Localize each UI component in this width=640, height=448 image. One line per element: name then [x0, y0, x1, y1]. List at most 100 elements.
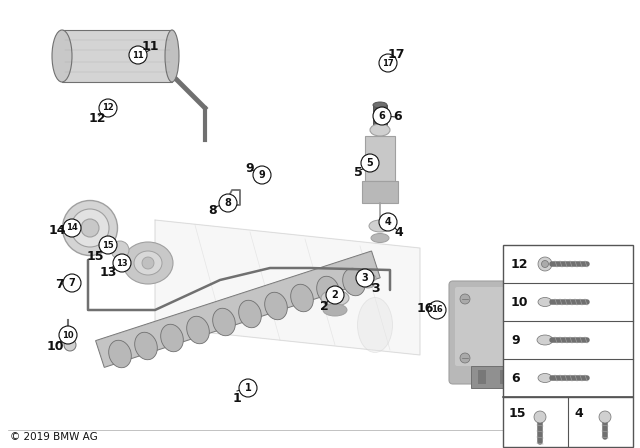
Ellipse shape — [239, 300, 261, 328]
Text: 2: 2 — [319, 301, 328, 314]
Bar — [503, 397, 633, 447]
Text: 4: 4 — [395, 227, 403, 240]
Text: 16: 16 — [416, 302, 434, 314]
Bar — [566, 370, 574, 384]
Text: 13: 13 — [116, 258, 128, 267]
Circle shape — [379, 213, 397, 231]
Ellipse shape — [212, 308, 236, 336]
Text: 13: 13 — [99, 266, 116, 279]
Bar — [544, 370, 552, 384]
Bar — [478, 370, 486, 384]
Circle shape — [63, 274, 81, 292]
Circle shape — [428, 301, 446, 319]
FancyBboxPatch shape — [455, 287, 611, 366]
Ellipse shape — [142, 257, 154, 269]
Circle shape — [373, 107, 391, 125]
Circle shape — [599, 411, 611, 423]
Bar — [95, 251, 380, 367]
Text: 4: 4 — [574, 407, 583, 420]
Ellipse shape — [123, 242, 173, 284]
Bar — [471, 366, 595, 388]
Ellipse shape — [323, 304, 347, 316]
Text: 9: 9 — [511, 333, 520, 346]
Text: 15: 15 — [509, 407, 527, 420]
Circle shape — [99, 236, 117, 254]
Text: 5: 5 — [354, 167, 362, 180]
Circle shape — [239, 379, 257, 397]
Circle shape — [460, 353, 470, 363]
Ellipse shape — [537, 335, 553, 345]
Text: 3: 3 — [371, 281, 380, 294]
Ellipse shape — [291, 284, 314, 312]
Text: 17: 17 — [382, 59, 394, 68]
Text: © 2019 BMW AG: © 2019 BMW AG — [10, 432, 98, 442]
Circle shape — [99, 99, 117, 117]
Text: 10: 10 — [62, 331, 74, 340]
Text: 12: 12 — [511, 258, 529, 271]
Circle shape — [596, 353, 606, 363]
Circle shape — [541, 260, 548, 267]
Ellipse shape — [358, 297, 392, 353]
Circle shape — [113, 254, 131, 272]
Ellipse shape — [265, 292, 287, 320]
Circle shape — [219, 194, 237, 212]
Ellipse shape — [538, 297, 552, 306]
Text: 12: 12 — [88, 112, 106, 125]
Bar — [588, 370, 596, 384]
Ellipse shape — [362, 282, 374, 288]
Text: 170330: 170330 — [591, 432, 630, 442]
Bar — [62, 30, 172, 82]
Bar — [95, 251, 380, 367]
Text: 5: 5 — [367, 158, 373, 168]
Ellipse shape — [187, 316, 209, 344]
Circle shape — [361, 154, 379, 172]
Text: 8: 8 — [209, 203, 218, 216]
Text: 15: 15 — [102, 241, 114, 250]
Text: 3: 3 — [362, 273, 369, 283]
Text: 7: 7 — [56, 279, 65, 292]
Bar — [365, 136, 395, 181]
Ellipse shape — [373, 102, 387, 108]
Ellipse shape — [161, 324, 183, 352]
Circle shape — [379, 54, 397, 72]
Ellipse shape — [370, 124, 390, 136]
Text: 4: 4 — [385, 217, 392, 227]
Circle shape — [59, 326, 77, 344]
Circle shape — [63, 219, 81, 237]
Ellipse shape — [165, 30, 179, 82]
Ellipse shape — [369, 220, 391, 232]
Ellipse shape — [360, 273, 376, 283]
Ellipse shape — [111, 241, 129, 259]
Circle shape — [534, 411, 546, 423]
Ellipse shape — [52, 30, 72, 82]
Text: 2: 2 — [332, 290, 339, 300]
Ellipse shape — [109, 340, 131, 368]
Text: 9: 9 — [259, 170, 266, 180]
Text: 10: 10 — [46, 340, 64, 353]
Circle shape — [129, 46, 147, 64]
Text: 10: 10 — [511, 296, 529, 309]
Text: 11: 11 — [141, 40, 159, 53]
Text: 14: 14 — [66, 224, 78, 233]
Circle shape — [460, 294, 470, 304]
Text: 6: 6 — [511, 371, 520, 384]
Bar — [362, 181, 398, 203]
Bar — [373, 105, 387, 125]
Ellipse shape — [63, 201, 118, 255]
Ellipse shape — [342, 268, 365, 296]
Text: 15: 15 — [86, 250, 104, 263]
Polygon shape — [155, 220, 420, 355]
Circle shape — [326, 286, 344, 304]
Ellipse shape — [538, 374, 552, 383]
Text: 6: 6 — [379, 111, 385, 121]
Text: 12: 12 — [102, 103, 114, 112]
Text: 16: 16 — [431, 306, 443, 314]
Circle shape — [64, 339, 76, 351]
Bar — [503, 245, 633, 397]
Bar — [522, 370, 530, 384]
Bar — [500, 370, 508, 384]
Text: 14: 14 — [48, 224, 66, 237]
Ellipse shape — [317, 276, 339, 304]
Text: 7: 7 — [68, 278, 76, 288]
Text: 1: 1 — [232, 392, 241, 405]
